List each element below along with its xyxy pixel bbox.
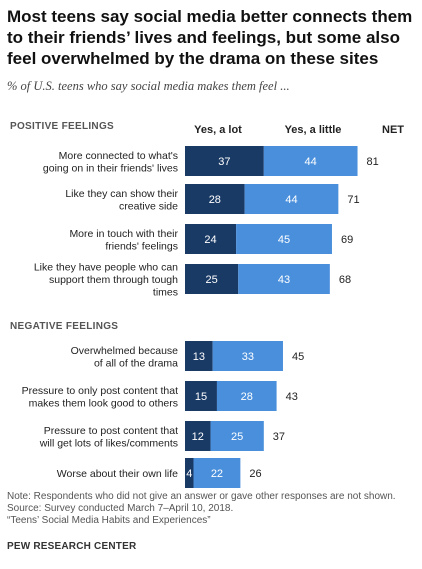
category-label-line: More connected to what's [59, 150, 178, 162]
category-label-line: Like they have people who can [34, 262, 178, 274]
category-label-line: More in touch with their [69, 228, 178, 240]
value-label-net: 68 [339, 274, 351, 286]
value-label-a-lot: 25 [206, 274, 218, 286]
category-label-line: Pressure to only post content that [22, 385, 179, 397]
value-label-net: 43 [286, 391, 298, 403]
chart-title: Most teens say social media better conne… [7, 7, 413, 68]
value-label-a-lot: 12 [192, 431, 204, 443]
value-label-a-lot: 4 [186, 468, 192, 480]
stacked-bar-chart: Yes, a lot Yes, a little NET POSITIVE FEELI… [10, 121, 404, 488]
category-label-line: Worse about their own life [57, 468, 178, 480]
value-label-a-little: 25 [231, 431, 243, 443]
category-label: Worse about their own life [57, 468, 178, 480]
legend-label-net: NET [382, 124, 404, 136]
category-label: More connected to what's going on in thei… [43, 150, 178, 175]
category-label-line: of all of the drama [94, 357, 178, 369]
value-label-a-little: 44 [285, 194, 297, 206]
value-label-a-little: 45 [278, 234, 290, 246]
value-label-a-little: 22 [211, 468, 223, 480]
category-label-line: Pressure to post content that [44, 425, 178, 437]
bar-a-little [193, 458, 241, 488]
category-label-line: Overwhelmed because [71, 345, 179, 357]
value-label-net: 37 [273, 431, 285, 443]
category-label: Pressure to only post content that makes … [22, 385, 179, 410]
report-title-line: “Teens’ Social Media Habits and Experien… [7, 515, 211, 526]
value-label-a-lot: 13 [193, 351, 205, 363]
bar-a-lot [185, 341, 213, 371]
legend-label-a-little: Yes, a little [285, 124, 342, 136]
legend-label-a-lot: Yes, a lot [194, 124, 242, 136]
source-line: Source: Survey conducted March 7–April 1… [7, 503, 234, 514]
category-label-line: times [153, 287, 178, 299]
value-label-a-little: 28 [241, 391, 253, 403]
bar-a-little [236, 224, 332, 254]
value-label-a-lot: 15 [195, 391, 207, 403]
note-line: Note: Respondents who did not give an an… [7, 491, 396, 502]
value-label-a-lot: 37 [218, 156, 230, 168]
group-header: POSITIVE FEELINGS [10, 121, 114, 132]
bar-a-little [244, 184, 339, 214]
bar-a-lot [185, 421, 211, 451]
category-label: Like they can show their creative side [65, 188, 178, 213]
value-label-net: 81 [367, 156, 379, 168]
bar-a-lot [185, 381, 217, 411]
bar-a-lot [185, 146, 264, 176]
category-label-line: will get lots of likes/comments [39, 437, 178, 449]
value-label-a-little: 43 [278, 274, 290, 286]
category-label: Pressure to post content that will get lo… [39, 425, 178, 450]
value-label-net: 71 [347, 194, 359, 206]
group-header: NEGATIVE FEELINGS [10, 321, 118, 332]
bar-a-lot [185, 264, 239, 294]
value-label-net: 26 [249, 468, 261, 480]
value-label-a-little: 44 [305, 156, 317, 168]
value-label-net: 69 [341, 234, 353, 246]
bar-a-little [238, 264, 330, 294]
category-label: Like they have people who can support the… [34, 262, 178, 299]
category-label: More in touch with their friends' feeling… [69, 228, 178, 253]
category-label-line: makes them look good to others [29, 397, 178, 409]
source-organization: PEW RESEARCH CENTER [7, 541, 137, 552]
bar-a-lot [185, 184, 245, 214]
bar-a-little [212, 341, 283, 371]
category-label-line: going on in their friends' lives [43, 162, 178, 174]
category-label-line: friends' feelings [105, 240, 178, 252]
category-label-line: creative side [119, 200, 178, 212]
bar-a-lot [185, 224, 237, 254]
chart-subtitle: % of U.S. teens who say social media mak… [7, 79, 290, 93]
bar-a-little [263, 146, 358, 176]
chart-notes: Note: Respondents who did not give an an… [7, 491, 396, 527]
category-label-line: Like they can show their [65, 188, 178, 200]
bar-a-lot [185, 458, 194, 488]
value-label-net: 45 [292, 351, 304, 363]
bar-a-little [216, 381, 277, 411]
bar-a-little [210, 421, 264, 451]
value-label-a-little: 33 [242, 351, 254, 363]
value-label-a-lot: 24 [204, 234, 216, 246]
value-label-a-lot: 28 [209, 194, 221, 206]
category-label: Overwhelmed because of all of the drama [71, 345, 179, 370]
category-label-line: support them through tough [49, 274, 178, 286]
